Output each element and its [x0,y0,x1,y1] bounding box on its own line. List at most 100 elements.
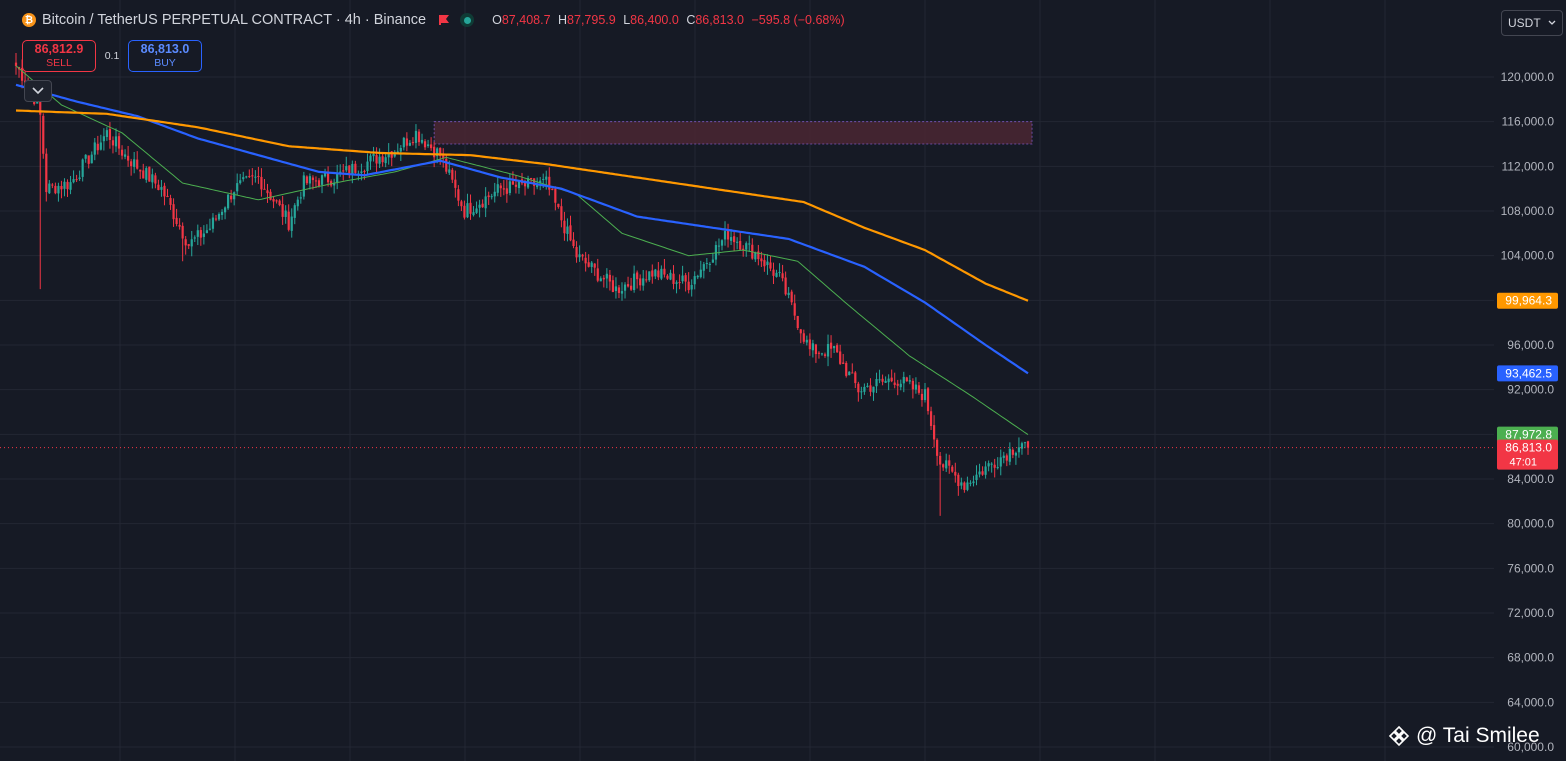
candle-body[interactable] [45,153,48,193]
candle-body[interactable] [757,251,760,260]
candle-body[interactable] [775,272,778,277]
candle-body[interactable] [681,275,684,282]
candle-body[interactable] [81,159,84,177]
candle-body[interactable] [860,391,863,393]
candle-body[interactable] [614,286,618,292]
candle-body[interactable] [193,237,196,239]
candle-body[interactable] [623,284,627,291]
candle-body[interactable] [220,211,224,215]
candle-body[interactable] [411,142,415,144]
candle-body[interactable] [657,270,660,278]
candle-body[interactable] [642,278,645,286]
candle-body[interactable] [381,156,384,163]
candle-body[interactable] [954,471,957,476]
candle-body[interactable] [636,272,639,280]
currency-select[interactable]: USDT [1501,10,1563,36]
candle-body[interactable] [417,131,421,143]
candle-body[interactable] [63,181,66,189]
candle-body[interactable] [372,153,375,157]
candle-body[interactable] [384,157,387,164]
candle-body[interactable] [145,168,148,180]
candle-body[interactable] [742,248,745,251]
candle-body[interactable] [105,130,108,137]
candle-body[interactable] [51,184,54,186]
candle-body[interactable] [378,156,381,164]
candle-body[interactable] [257,175,260,177]
candle-body[interactable] [899,383,902,388]
candle-body[interactable] [172,204,175,220]
candle-body[interactable] [926,388,930,412]
candle-body[interactable] [890,377,893,382]
candle-body[interactable] [799,329,802,334]
candle-body[interactable] [820,353,824,355]
candle-body[interactable] [620,291,624,294]
candle-body[interactable] [187,244,190,246]
candle-body[interactable] [184,239,187,246]
candle-body[interactable] [269,191,272,200]
candle-body[interactable] [581,254,584,257]
candle-body[interactable] [554,188,557,203]
candle-body[interactable] [957,474,960,486]
candle-body[interactable] [151,174,154,183]
candle-body[interactable] [487,195,490,198]
candle-body[interactable] [1020,443,1024,449]
candle-body[interactable] [766,261,769,266]
candle-body[interactable] [178,224,181,227]
candle-body[interactable] [754,252,757,260]
candle-body[interactable] [314,180,318,182]
candle-body[interactable] [236,183,239,192]
candle-body[interactable] [457,189,460,201]
candle-body[interactable] [911,380,914,390]
candle-body[interactable] [736,241,739,243]
candle-body[interactable] [617,287,621,293]
candle-body[interactable] [263,188,266,190]
candle-body[interactable] [633,273,636,290]
candle-body[interactable] [326,172,330,183]
candle-body[interactable] [557,203,560,207]
candle-body[interactable] [645,279,648,281]
candle-body[interactable] [308,176,312,184]
candle-body[interactable] [354,163,357,173]
flag-icon[interactable] [438,14,450,26]
candle-body[interactable] [790,291,793,303]
candle-body[interactable] [130,161,133,167]
candle-body[interactable] [36,100,39,104]
candle-body[interactable] [430,144,433,149]
candle-body[interactable] [481,203,484,208]
candle-body[interactable] [402,137,405,148]
candle-body[interactable] [984,466,987,475]
candle-body[interactable] [196,230,199,237]
candle-body[interactable] [851,372,854,374]
candle-body[interactable] [272,199,275,202]
candle-body[interactable] [420,139,424,143]
candle-body[interactable] [190,239,193,247]
candle-body[interactable] [323,172,327,177]
candle-body[interactable] [887,378,890,383]
candle-body[interactable] [923,389,927,401]
candle-body[interactable] [1023,442,1027,444]
candle-body[interactable] [60,186,63,190]
candle-body[interactable] [217,214,221,220]
candle-body[interactable] [705,263,708,265]
candle-body[interactable] [69,182,72,190]
candle-body[interactable] [287,211,290,230]
candle-body[interactable] [960,482,963,486]
candle-body[interactable] [369,155,372,162]
candle-body[interactable] [932,425,936,440]
candle-body[interactable] [463,205,466,218]
candle-body[interactable] [833,346,836,349]
candle-body[interactable] [14,62,18,66]
candle-body[interactable] [648,271,651,281]
candle-body[interactable] [675,282,678,284]
candle-body[interactable] [508,181,511,194]
candle-body[interactable] [842,362,845,364]
candle-body[interactable] [696,275,699,278]
candle-body[interactable] [814,344,818,355]
candle-body[interactable] [451,169,454,180]
candle-body[interactable] [160,187,163,190]
candle-body[interactable] [599,278,602,282]
candle-body[interactable] [629,285,633,290]
buy-button[interactable]: 86,813.0 BUY [128,40,202,72]
candle-body[interactable] [214,218,218,220]
candle-body[interactable] [878,379,881,381]
